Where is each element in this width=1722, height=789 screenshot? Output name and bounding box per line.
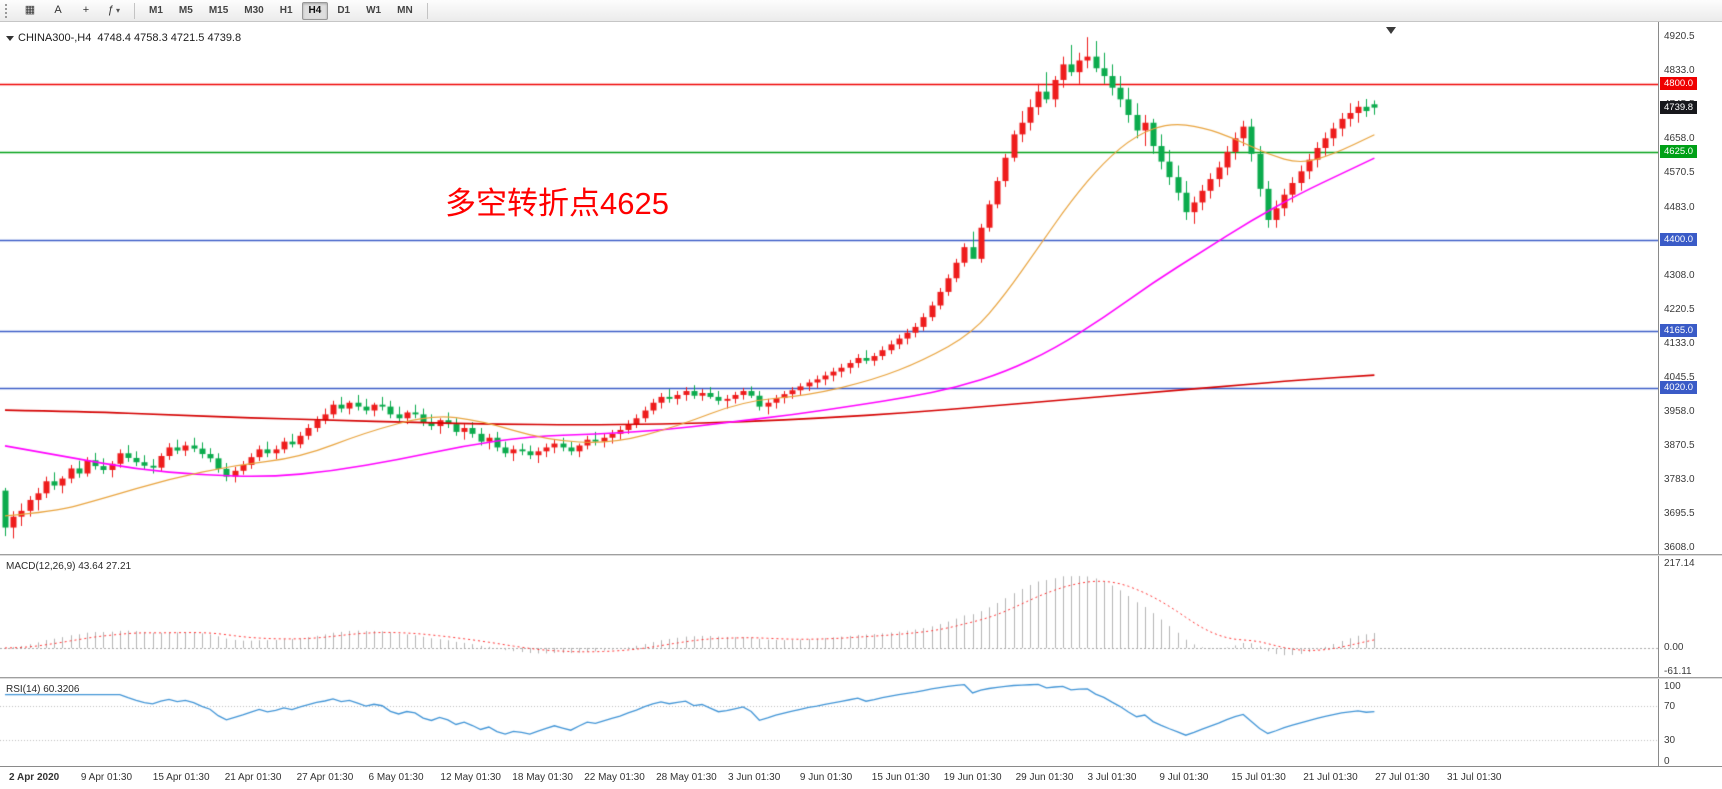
- main-toolbar: ▦ A + ƒ ▾ M1 M5 M15 M30 H1 H4 D1 W1 MN: [0, 0, 1722, 22]
- toolbar-separator: [134, 2, 135, 19]
- timeframe-button-h1[interactable]: H1: [279, 4, 293, 16]
- price-tick-label: 4483.0: [1664, 201, 1695, 213]
- price-tick-label: 4220.5: [1664, 303, 1695, 315]
- time-axis[interactable]: 2 Apr 2020 9 Apr 01:30 15 Apr 01:30 21 Apr …: [0, 766, 1722, 789]
- macd-axis-label: 217.14: [1664, 557, 1695, 569]
- time-tick-label: 15 Jul 01:30: [1231, 772, 1286, 783]
- rsi-axis-label: 70: [1664, 700, 1676, 712]
- price-tick-label: 4308.0: [1664, 269, 1695, 281]
- time-tick-label: 9 Jun 01:30: [799, 772, 853, 783]
- time-tick-label: 2 Apr 2020: [9, 772, 60, 783]
- macd-params: MACD(12,26,9): [6, 561, 76, 572]
- hline-price-flag: 4020.0: [1660, 380, 1698, 394]
- timeframe-button-group: M1 M5 M15 M30 H1 H4 D1 W1 MN: [141, 1, 421, 20]
- time-tick-label: 21 Jul 01:30: [1303, 772, 1358, 783]
- price-tick-label: 3958.0: [1664, 405, 1695, 417]
- timeframe-button-mn[interactable]: MN: [397, 4, 413, 16]
- chart-title: CHINA300-,H4 4748.4 4758.3 4721.5 4739.8: [6, 32, 241, 44]
- chart-text-annotation[interactable]: 多空转折点4625: [445, 186, 669, 221]
- indicators-dropdown-icon[interactable]: ƒ ▾: [107, 3, 121, 16]
- dropdown-caret-icon: ▾: [116, 5, 121, 15]
- time-tick-label: 28 May 01:30: [656, 772, 717, 783]
- time-tick-label: 18 May 01:30: [512, 772, 573, 783]
- crosshair-tool-icon[interactable]: +: [82, 3, 90, 16]
- price-tick-label: 4920.5: [1664, 31, 1695, 43]
- time-tick-label: 15 Apr 01:30: [152, 772, 210, 783]
- rsi-indicator-label: RSI(14) 60.3206: [6, 684, 79, 695]
- symbol-dropdown-icon[interactable]: [6, 36, 14, 41]
- timeframe-button-m5[interactable]: M5: [178, 4, 193, 16]
- panel-divider[interactable]: [0, 554, 1722, 556]
- price-tick-label: 3608.0: [1664, 541, 1695, 553]
- rsi-axis-label: 0: [1664, 756, 1670, 767]
- time-tick-label: 21 Apr 01:30: [224, 772, 282, 783]
- time-tick-label: 29 Jun 01:30: [1015, 772, 1074, 783]
- timeframe-button-d1[interactable]: D1: [337, 4, 351, 16]
- rsi-panel-canvas[interactable]: [0, 680, 1658, 766]
- ohlc-values: 4748.4 4758.3 4721.5 4739.8: [97, 32, 242, 44]
- price-tick-label: 4133.0: [1664, 337, 1695, 349]
- charts-window-icon[interactable]: ▦: [24, 3, 36, 16]
- toolbar-tools-group: ▦ A + ƒ ▾: [16, 1, 128, 21]
- price-tick-label: 4570.5: [1664, 167, 1695, 179]
- price-tick-label: 4833.0: [1664, 65, 1695, 77]
- macd-indicator-label: MACD(12,26,9) 43.64 27.21: [6, 561, 131, 572]
- time-tick-label: 27 Apr 01:30: [296, 772, 354, 783]
- time-tick-label: 12 May 01:30: [440, 772, 501, 783]
- rsi-axis-label: 100: [1664, 681, 1681, 692]
- toolbar-separator: [426, 2, 428, 19]
- timeframe-button-m30[interactable]: M30: [244, 4, 264, 16]
- timeframe-button-w1[interactable]: W1: [366, 4, 382, 16]
- toolbar-drag-handle[interactable]: [5, 3, 10, 18]
- price-tick-label: 3695.5: [1664, 507, 1695, 519]
- macd-panel-canvas[interactable]: [0, 557, 1658, 677]
- panel-divider[interactable]: [0, 677, 1722, 679]
- price-tick-label: 3783.0: [1664, 473, 1695, 485]
- time-tick-label: 3 Jun 01:30: [728, 772, 781, 783]
- rsi-value: 60.3206: [43, 684, 80, 695]
- time-tick-label: 22 May 01:30: [584, 772, 645, 783]
- timeframe-button-m1[interactable]: M1: [149, 4, 163, 16]
- timeframe-button-m15[interactable]: M15: [208, 4, 229, 16]
- price-chart-canvas[interactable]: [0, 22, 1658, 554]
- rsi-name: RSI(14): [6, 684, 41, 695]
- text-annotation-tool-icon[interactable]: A: [54, 3, 62, 16]
- hline-price-flag: 4800.0: [1660, 77, 1698, 91]
- chart-shift-marker-icon[interactable]: [1386, 27, 1396, 34]
- price-tick-label: 3870.5: [1664, 439, 1695, 451]
- time-tick-label: 3 Jul 01:30: [1087, 772, 1137, 783]
- price-tick-label: 4658.0: [1664, 133, 1695, 145]
- time-tick-label: 9 Jul 01:30: [1159, 772, 1209, 783]
- time-tick-label: 6 May 01:30: [368, 772, 424, 783]
- price-axis[interactable]: 4920.54833.04745.54658.04570.54483.04395…: [1658, 22, 1722, 767]
- symbol-timeframe-label: CHINA300-,H4: [18, 32, 92, 44]
- macd-axis-label: -61.11: [1664, 665, 1692, 677]
- hline-price-flag: 4165.0: [1660, 324, 1698, 338]
- macd-values: 43.64 27.21: [78, 561, 132, 572]
- time-tick-label: 15 Jun 01:30: [871, 772, 930, 783]
- current-price-flag: 4739.8: [1660, 100, 1698, 114]
- timeframe-button-h4[interactable]: H4: [301, 1, 329, 20]
- hline-price-flag: 4400.0: [1660, 232, 1698, 246]
- time-tick-label: 27 Jul 01:30: [1375, 772, 1430, 783]
- time-tick-label: 19 Jun 01:30: [943, 772, 1002, 783]
- rsi-axis-label: 30: [1664, 735, 1676, 747]
- time-tick-label: 9 Apr 01:30: [80, 772, 133, 783]
- price-tick-label: 4045.5: [1664, 371, 1695, 383]
- hline-price-flag: 4625.0: [1660, 145, 1698, 159]
- time-tick-label: 31 Jul 01:30: [1447, 772, 1502, 783]
- macd-axis-label: 0.00: [1664, 641, 1684, 653]
